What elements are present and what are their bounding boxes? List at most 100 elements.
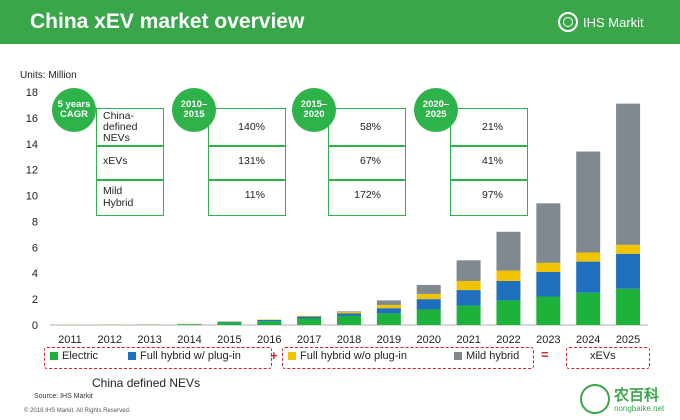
bars (57, 103, 641, 325)
bar-segment-mild-hybrid-2025 (616, 103, 641, 245)
bar-segment-full-hybrid-w-plug-in-2022 (496, 280, 521, 301)
y-tick-label: 16 (26, 113, 38, 125)
x-tick-label: 2023 (536, 334, 560, 346)
cagr-value: 172% (354, 189, 381, 201)
bar-segment-full-hybrid-w-plug-in-2025 (616, 253, 641, 289)
cagr-box-labels: China- defined NEVs xEVs Mild Hybrid (96, 108, 164, 216)
brand-name: IHS Markit (583, 14, 644, 30)
cagr-row-label-xevs: xEVs (103, 155, 128, 167)
legend-swatch-mild (454, 352, 462, 360)
bar-segment-electric-2023 (536, 296, 561, 325)
bar-segment-full-hybrid-w-plug-in-2016 (257, 319, 282, 322)
cagr-bubble-2020-2025: 2020– 2025 (414, 88, 458, 132)
watermark-text: 农百科 (614, 387, 660, 404)
source-note: Source: IHS Markit (34, 393, 93, 400)
bar-segment-electric-2014 (177, 324, 202, 325)
bar-segment-full-hybrid-w-o-plug-in-2021 (456, 280, 481, 291)
ihs-globe-icon (558, 12, 578, 32)
bar-segment-full-hybrid-w-plug-in-2021 (456, 290, 481, 306)
bar-segment-full-hybrid-w-o-plug-in-2019 (376, 304, 401, 309)
y-tick-label: 12 (26, 165, 38, 177)
cagr-row-label-mild: Mild Hybrid (103, 185, 134, 209)
page-title: China xEV market overview (30, 10, 305, 33)
legend-equals: = (541, 347, 549, 362)
bar-segment-full-hybrid-w-o-plug-in-2017 (297, 315, 322, 317)
x-tick-label: 2016 (257, 334, 281, 346)
bar-segment-electric-2019 (376, 313, 401, 325)
units-label: Units: Million (20, 70, 77, 81)
header-bar: China xEV market overview IHS Markit (0, 0, 680, 44)
bar-segment-full-hybrid-w-plug-in-2020 (416, 299, 441, 310)
bar-segment-full-hybrid-w-o-plug-in-2023 (536, 262, 561, 272)
bar-segment-electric-2024 (576, 292, 601, 325)
nev-group-label: China defined NEVs (92, 376, 201, 390)
bar-segment-full-hybrid-w-plug-in-2023 (536, 271, 561, 297)
bar-segment-full-hybrid-w-plug-in-2015 (217, 321, 242, 323)
y-tick-label: 8 (32, 216, 38, 228)
bar-segment-mild-hybrid-2022 (496, 231, 521, 271)
legend-item-hev: Full hybrid w/o plug-in (288, 350, 407, 362)
cagr-value: 41% (481, 155, 503, 167)
bar-segment-full-hybrid-w-o-plug-in-2025 (616, 244, 641, 254)
bar-segment-full-hybrid-w-o-plug-in-2024 (576, 252, 601, 262)
bar-segment-full-hybrid-w-o-plug-in-2018 (337, 312, 361, 314)
x-tick-label: 2017 (297, 334, 321, 346)
cagr-value: 97% (481, 189, 503, 201)
brand-logo: IHS Markit (558, 12, 644, 32)
bar-segment-full-hybrid-w-o-plug-in-2020 (416, 293, 441, 300)
bar-segment-mild-hybrid-2020 (416, 284, 441, 294)
bar-segment-full-hybrid-w-o-plug-in-2022 (496, 270, 521, 281)
y-tick-label: 18 (26, 87, 38, 99)
legend-item-electric: Electric (50, 350, 98, 362)
x-axis-labels: 2011 2012 2013 2014 2015 2016 2017 2018 2019 2020… (58, 334, 640, 346)
bar-segment-mild-hybrid-2018 (337, 311, 361, 313)
legend-item-phev: Full hybrid w/ plug-in (128, 350, 241, 362)
legend-plus: + (270, 348, 278, 363)
bar-segment-mild-hybrid-2023 (536, 203, 561, 263)
bar-segment-electric-2020 (416, 309, 441, 325)
cagr-value: 11% (244, 189, 265, 201)
y-tick-label: 2 (32, 294, 38, 306)
copyright-note: © 2018 IHS Markit. All Rights Reserved. (24, 408, 131, 414)
x-tick-label: 2020 (416, 334, 440, 346)
x-tick-label: 2014 (177, 334, 201, 346)
x-tick-label: 2022 (496, 334, 520, 346)
x-tick-label: 2013 (137, 334, 161, 346)
legend-group-nev (44, 347, 272, 369)
bar-segment-full-hybrid-w-plug-in-2017 (297, 316, 322, 319)
cagr-value: 140% (238, 121, 265, 133)
bar-segment-mild-hybrid-2024 (576, 151, 601, 253)
legend-group-xevs (566, 347, 650, 369)
bar-segment-electric-2018 (337, 315, 361, 325)
bar-segment-electric-2025 (616, 288, 641, 325)
bar-segment-electric-2015 (217, 322, 242, 325)
x-tick-label: 2021 (456, 334, 480, 346)
bar-segment-full-hybrid-w-plug-in-2019 (376, 308, 401, 314)
bar-segment-full-hybrid-w-plug-in-2024 (576, 261, 601, 293)
cagr-value: 21% (481, 121, 503, 133)
cagr-box-2010-2015: 140% 131% 11% (208, 108, 286, 216)
bar-segment-mild-hybrid-2019 (376, 300, 401, 305)
bar-segment-electric-2021 (456, 305, 481, 325)
cagr-box-2015-2020: 58% 67% 172% (328, 108, 406, 216)
legend-result-xevs: xEVs (590, 350, 616, 362)
x-tick-label: 2025 (616, 334, 640, 346)
cagr-box-2020-2025: 21% 41% 97% (450, 108, 528, 216)
cagr-row-label-nev: China- defined NEVs (103, 110, 138, 144)
y-tick-label: 6 (32, 242, 38, 254)
legend-swatch-phev (128, 352, 136, 360)
x-tick-label: 2015 (217, 334, 241, 346)
bar-segment-electric-2022 (496, 300, 521, 325)
x-tick-label: 2011 (58, 334, 82, 346)
legend-swatch-electric (50, 352, 58, 360)
x-tick-label: 2024 (576, 334, 600, 346)
legend-group-hybrid (282, 347, 534, 369)
cagr-bubble-2010-2015: 2010– 2015 (172, 88, 216, 132)
legend-item-mild: Mild hybrid (454, 350, 519, 362)
legend-swatch-hev (288, 352, 296, 360)
bar-segment-full-hybrid-w-plug-in-2018 (337, 313, 361, 316)
leaf-logo-icon (580, 384, 610, 414)
bar-segment-electric-2017 (297, 318, 322, 325)
cagr-value: 67% (359, 155, 381, 167)
